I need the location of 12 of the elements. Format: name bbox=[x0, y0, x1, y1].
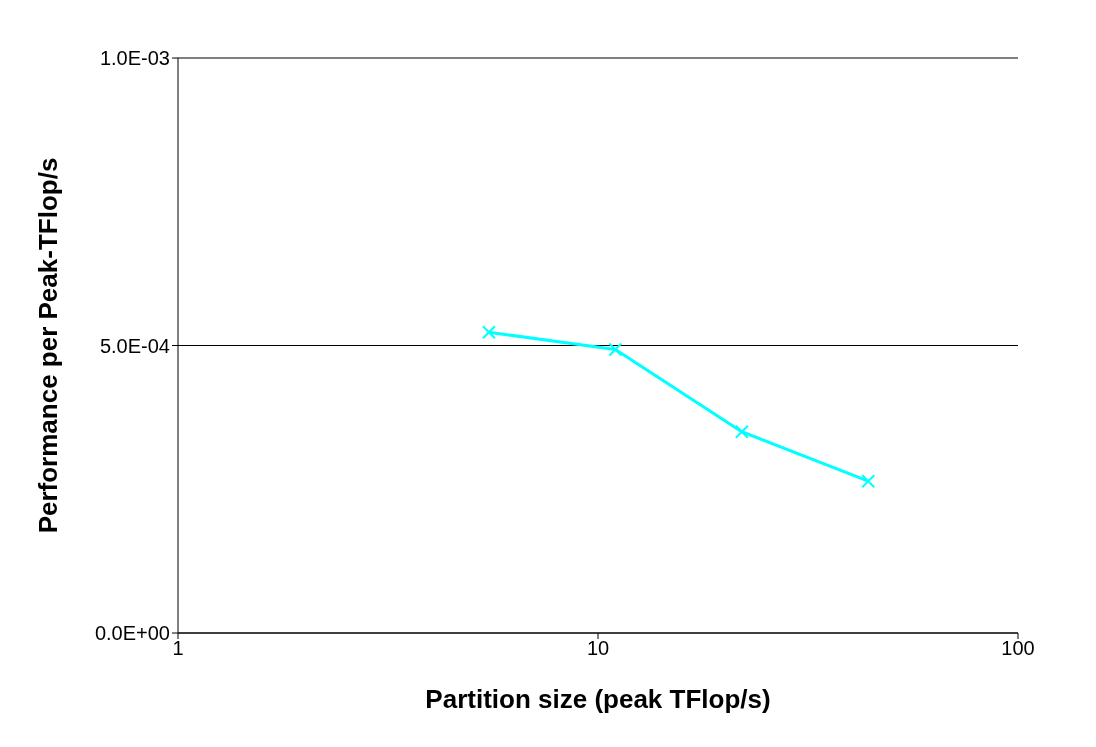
x-axis-title: Partition size (peak TFlop/s) bbox=[425, 684, 771, 714]
point bbox=[861, 474, 876, 489]
x-tick-label: 10 bbox=[586, 637, 610, 660]
x-tick-label: 1 bbox=[172, 637, 184, 660]
point bbox=[734, 424, 749, 439]
y-tick-label: 5.0E-04 bbox=[99, 334, 170, 357]
x-tick-label: 100 bbox=[1001, 637, 1035, 660]
y-tick-label: 0.0E+00 bbox=[94, 622, 170, 645]
y-tick-label: 1.0E-03 bbox=[99, 47, 170, 70]
y-axis-title: Performance per Peak-TFlop/s bbox=[33, 157, 64, 534]
point bbox=[481, 325, 496, 340]
point bbox=[608, 342, 623, 357]
